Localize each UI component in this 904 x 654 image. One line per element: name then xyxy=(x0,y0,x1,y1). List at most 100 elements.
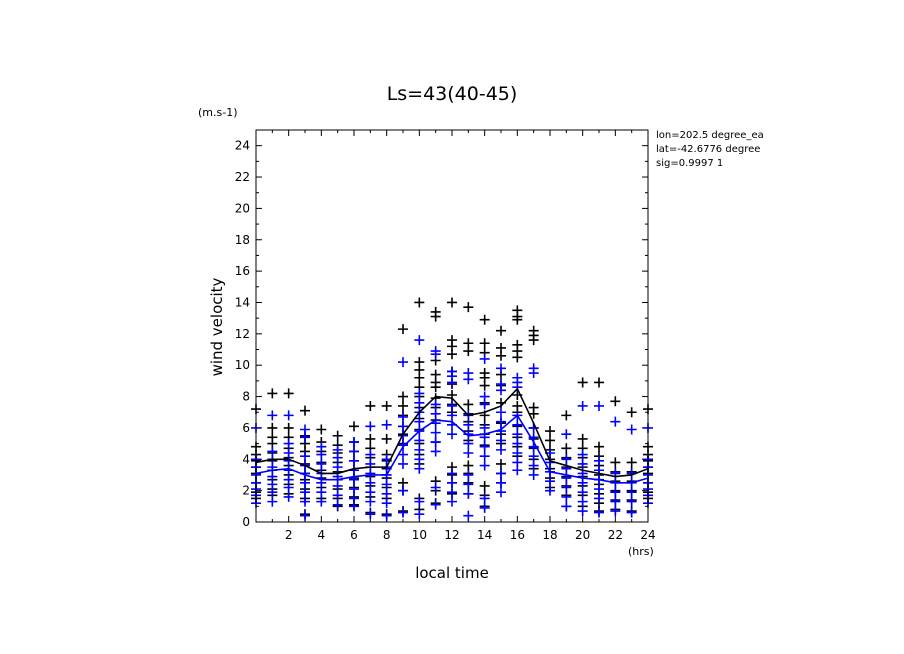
blue-plus-point xyxy=(414,397,425,408)
x-tick-label: 10 xyxy=(412,528,427,542)
black-plus-point xyxy=(594,441,604,452)
y-axis-title: wind velocity xyxy=(208,277,226,376)
black-plus-point xyxy=(496,325,506,336)
black-plus-point xyxy=(479,314,490,325)
blue-plus-point xyxy=(496,416,506,427)
y-tick-label: 0 xyxy=(242,515,250,529)
y-tick-label: 12 xyxy=(235,327,250,341)
blue-plus-point xyxy=(414,416,425,427)
blue-plus-point xyxy=(479,451,490,462)
blue-plus-point xyxy=(300,432,310,443)
blue-plus-point xyxy=(349,484,359,495)
blue-plus-point xyxy=(496,363,506,374)
x-tick-label: 14 xyxy=(477,528,492,542)
blue-plus-point xyxy=(349,437,359,448)
blue-plus-point xyxy=(561,482,572,493)
blue-plus-point xyxy=(463,510,474,521)
blue-plus-point xyxy=(496,468,506,479)
black-plus-point xyxy=(430,311,441,322)
blue-plus-point xyxy=(414,444,425,455)
blue-plus-point xyxy=(349,455,359,466)
blue-plus-point xyxy=(414,335,425,346)
blue-plus-point xyxy=(594,400,604,411)
plot-frame xyxy=(255,129,649,523)
black-plus-point xyxy=(463,399,474,410)
blue-plus-point xyxy=(398,458,408,469)
blue-plus-point xyxy=(414,463,425,474)
blue-plus-point xyxy=(577,458,588,469)
black-plus-point xyxy=(594,377,604,388)
black-plus-point xyxy=(545,435,555,446)
black-plus-point xyxy=(610,457,621,468)
mean-lines xyxy=(255,387,649,484)
blue-plus-point xyxy=(381,498,392,509)
blue-plus-point xyxy=(381,419,392,430)
y-tick-label: 18 xyxy=(235,233,250,247)
blue-plus-point xyxy=(365,509,376,520)
info-line-lon: lon=202.5 degree_ea xyxy=(656,130,764,141)
black-plus-point xyxy=(447,297,457,308)
black-plus-point xyxy=(479,380,490,391)
blue-plus-point xyxy=(479,399,490,410)
black-plus-point xyxy=(626,407,637,418)
blue-plus-point xyxy=(463,374,474,385)
black-plus-point xyxy=(414,372,425,383)
black-plus-point xyxy=(479,338,490,349)
blue-plus-point xyxy=(512,438,523,449)
black-plus-point xyxy=(610,396,621,407)
blue-plus-point xyxy=(316,458,327,469)
blue-plus-point xyxy=(626,487,637,498)
black-plus-point xyxy=(561,443,572,454)
blue-plus-point xyxy=(283,410,294,421)
black-plus-point xyxy=(283,388,294,399)
blue-plus-point xyxy=(447,377,457,388)
blue-plus-point xyxy=(528,368,539,379)
blue-plus-point xyxy=(594,493,604,504)
blue-plus-point xyxy=(414,454,425,465)
black-plus-point xyxy=(381,433,392,444)
blue-plus-point xyxy=(528,451,539,462)
blue-plus-point xyxy=(577,487,588,498)
black-plus-point xyxy=(300,405,310,416)
blue-plus-point xyxy=(594,507,604,518)
blue-plus-point xyxy=(463,469,474,480)
y-unit-label: (m.s-1) xyxy=(198,106,238,119)
black-plus-point xyxy=(463,346,474,357)
blue-plus-point xyxy=(512,419,523,430)
black-plus-point xyxy=(365,400,376,411)
blue-plus-point xyxy=(479,493,490,504)
y-tick-label: 10 xyxy=(235,358,250,372)
blue-plus-point xyxy=(496,444,506,455)
blue-plus-point xyxy=(577,496,588,507)
blue-plus-point xyxy=(496,407,506,418)
blue-plus-point xyxy=(496,487,506,498)
x-axis-title: local time xyxy=(415,564,489,582)
blue-plus-point xyxy=(398,440,408,451)
black-plus-point xyxy=(528,408,539,419)
y-tick-label: 4 xyxy=(242,452,250,466)
blue-plus-point xyxy=(430,482,441,493)
blue-plus-point xyxy=(267,410,278,421)
blue-plus-point xyxy=(447,410,457,421)
blue-plus-point xyxy=(447,477,457,488)
black-plus-point xyxy=(512,314,523,325)
blue-plus-point xyxy=(512,448,523,459)
y-tick-label: 2 xyxy=(242,484,250,498)
blue-plus-point xyxy=(283,482,294,493)
black-plus-point xyxy=(545,426,555,437)
black-plus-point xyxy=(479,480,490,491)
blue-plus-point xyxy=(398,357,408,368)
blue-plus-point xyxy=(577,506,588,517)
blue-plus-point xyxy=(332,490,343,501)
blue-plus-point xyxy=(316,487,327,498)
blue-plus-point xyxy=(365,449,376,460)
blue-plus-point xyxy=(561,454,572,465)
blue-plus-point xyxy=(479,502,490,513)
blue-plus-point xyxy=(577,477,588,488)
blue-plus-point xyxy=(528,460,539,471)
y-tick-label: 16 xyxy=(235,264,250,278)
black-plus-point xyxy=(561,410,572,421)
blue-plus-point xyxy=(430,399,441,410)
x-tick-label: 24 xyxy=(640,528,655,542)
blue-plus-point xyxy=(463,438,474,449)
